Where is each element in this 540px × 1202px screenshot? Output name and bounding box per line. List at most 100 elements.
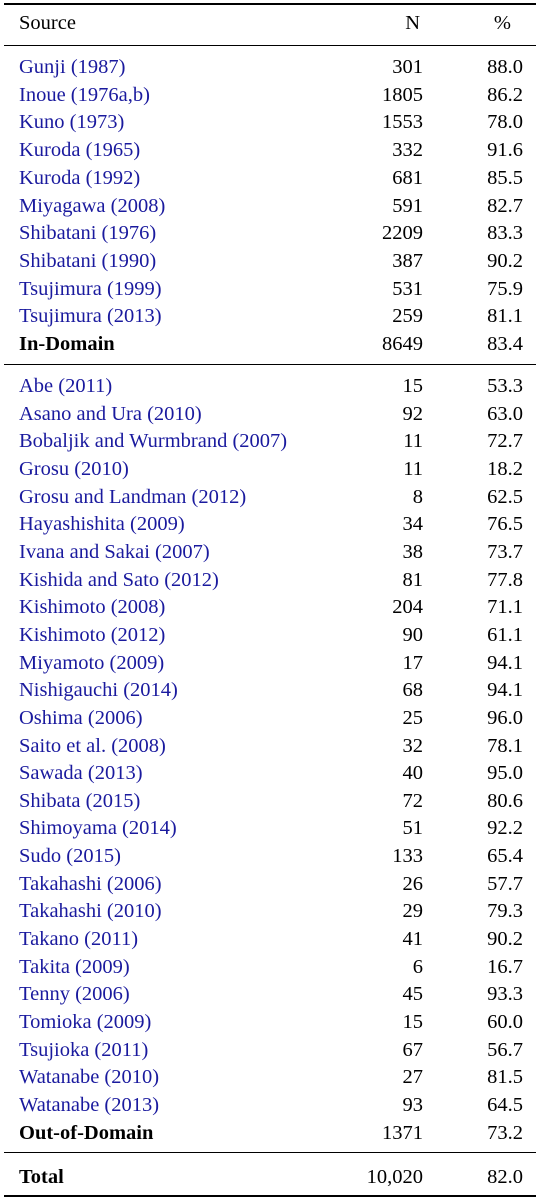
source-citation-link[interactable]: Kishimoto (2008) <box>19 596 166 619</box>
source-citation-link[interactable]: Inoue (1976a,b) <box>19 83 150 106</box>
count-cell: 531 <box>392 277 423 300</box>
source-citation-link[interactable]: Shibatani (1976) <box>19 222 157 245</box>
total-pct: 82.0 <box>487 1166 523 1188</box>
source-citation-link[interactable]: Tomioka (2009) <box>19 1010 152 1033</box>
table-row: Kishimoto (2008) 204 71.1 <box>0 594 540 622</box>
percent-cell: 76.5 <box>487 513 523 536</box>
table-row: Miyagawa (2008) 591 82.7 <box>0 193 540 221</box>
count-cell: 17 <box>402 651 424 674</box>
source-citation-link[interactable]: Saito et al. (2008) <box>19 734 166 757</box>
source-citation-link[interactable]: Shibata (2015) <box>19 789 141 812</box>
table-row: Shimoyama (2014) 51 92.2 <box>0 815 540 843</box>
percent-cell: 95.0 <box>487 762 523 785</box>
percent-cell: 63.0 <box>487 402 523 425</box>
source-citation-link[interactable]: Takita (2009) <box>19 955 130 978</box>
source-citation-link[interactable]: Sawada (2013) <box>19 762 143 785</box>
count-cell: 15 <box>402 375 424 397</box>
table-row: Watanabe (2010) 27 81.5 <box>0 1064 540 1092</box>
percent-cell: 75.9 <box>487 277 523 300</box>
table-row: Nishigauchi (2014) 68 94.1 <box>0 677 540 705</box>
in-domain-pct: 83.4 <box>487 333 523 355</box>
source-citation-link[interactable]: Takahashi (2006) <box>19 872 162 895</box>
source-citation-link[interactable]: Gunji (1987) <box>19 56 126 78</box>
percent-cell: 85.5 <box>487 166 523 189</box>
source-citation-link[interactable]: Tenny (2006) <box>19 983 130 1006</box>
source-citation-link[interactable]: Kuroda (1965) <box>19 139 141 162</box>
count-cell: 1553 <box>382 111 423 134</box>
count-cell: 681 <box>392 166 423 189</box>
source-citation-link[interactable]: Watanabe (2013) <box>19 1093 160 1116</box>
source-citation-link[interactable]: Hayashishita (2009) <box>19 513 185 536</box>
percent-cell: 72.7 <box>487 430 523 453</box>
count-cell: 41 <box>402 928 424 950</box>
section-rule <box>4 364 536 365</box>
count-cell: 133 <box>392 845 423 867</box>
percent-cell: 57.7 <box>487 872 523 895</box>
count-cell: 6 <box>412 955 423 978</box>
percent-cell: 83.3 <box>487 222 523 245</box>
table-row: Ivana and Sakai (2007) 38 73.7 <box>0 539 540 567</box>
percent-cell: 81.5 <box>487 1066 523 1089</box>
table-row: Tomioka (2009) 15 60.0 <box>0 1009 540 1037</box>
out-of-domain-pct: 73.2 <box>487 1122 523 1144</box>
percent-cell: 60.0 <box>487 1010 523 1033</box>
source-citation-link[interactable]: Asano and Ura (2010) <box>19 402 202 425</box>
percent-cell: 64.5 <box>487 1093 523 1116</box>
count-cell: 40 <box>402 762 424 785</box>
in-domain-subtotal-row: In-Domain 8649 83.4 <box>0 331 540 359</box>
source-citation-link[interactable]: Miyagawa (2008) <box>19 194 166 217</box>
source-citation-link[interactable]: Miyamoto (2009) <box>19 651 165 674</box>
count-cell: 25 <box>402 706 424 729</box>
source-citation-link[interactable]: Takano (2011) <box>19 928 139 950</box>
percent-cell: 61.1 <box>487 623 523 646</box>
header-row: Source N % <box>0 10 540 38</box>
percent-cell: 94.1 <box>487 679 523 702</box>
table-row: Grosu (2010) 11 18.2 <box>0 456 540 484</box>
source-citation-link[interactable]: Shibatani (1990) <box>19 249 157 272</box>
source-citation-link[interactable]: Tsujimura (2013) <box>19 305 162 328</box>
table-row: Asano and Ura (2010) 92 63.0 <box>0 401 540 429</box>
percent-cell: 91.6 <box>487 139 523 162</box>
source-citation-link[interactable]: Nishigauchi (2014) <box>19 679 178 702</box>
total-label: Total <box>19 1166 64 1188</box>
table-row: Takita (2009) 6 16.7 <box>0 954 540 982</box>
source-citation-link[interactable]: Ivana and Sakai (2007) <box>19 540 210 563</box>
percent-cell: 90.2 <box>487 249 523 272</box>
percent-cell: 81.1 <box>487 305 523 328</box>
table-row: Bobaljik and Wurmbrand (2007) 11 72.7 <box>0 428 540 456</box>
source-citation-link[interactable]: Kuroda (1992) <box>19 166 141 189</box>
count-cell: 26 <box>402 872 424 895</box>
source-citation-link[interactable]: Takahashi (2010) <box>19 900 162 923</box>
count-cell: 45 <box>402 983 424 1006</box>
count-cell: 72 <box>402 789 424 812</box>
percent-cell: 71.1 <box>487 596 523 619</box>
source-citation-link[interactable]: Oshima (2006) <box>19 706 143 729</box>
source-citation-link[interactable]: Kuno (1973) <box>19 111 125 134</box>
table-row: Kuno (1973) 1553 78.0 <box>0 109 540 137</box>
table-row: Grosu and Landman (2012) 8 62.5 <box>0 484 540 512</box>
source-citation-link[interactable]: Sudo (2015) <box>19 845 121 867</box>
percent-cell: 78.1 <box>487 734 523 757</box>
in-domain-label: In-Domain <box>19 333 115 355</box>
percent-cell: 73.7 <box>487 540 523 563</box>
source-citation-link[interactable]: Tsujimura (1999) <box>19 277 162 300</box>
table-row: Tsujimura (1999) 531 75.9 <box>0 276 540 304</box>
source-citation-link[interactable]: Kishida and Sato (2012) <box>19 568 219 591</box>
source-citation-link[interactable]: Kishimoto (2012) <box>19 623 166 646</box>
source-citation-link[interactable]: Abe (2011) <box>19 375 113 397</box>
count-cell: 67 <box>402 1038 424 1061</box>
source-citation-link[interactable]: Grosu and Landman (2012) <box>19 485 247 508</box>
source-citation-link[interactable]: Watanabe (2010) <box>19 1066 160 1089</box>
table-row: Miyamoto (2009) 17 94.1 <box>0 650 540 678</box>
source-citation-link[interactable]: Grosu (2010) <box>19 457 129 480</box>
table-row: Kuroda (1965) 332 91.6 <box>0 137 540 165</box>
source-citation-link[interactable]: Bobaljik and Wurmbrand (2007) <box>19 430 288 453</box>
table-row: Takahashi (2010) 29 79.3 <box>0 898 540 926</box>
source-citation-link[interactable]: Shimoyama (2014) <box>19 817 177 840</box>
count-cell: 93 <box>402 1093 424 1116</box>
top-rule <box>4 3 536 5</box>
percent-cell: 80.6 <box>487 789 523 812</box>
table-row: Saito et al. (2008) 32 78.1 <box>0 733 540 761</box>
source-citation-link[interactable]: Tsujioka (2011) <box>19 1038 149 1061</box>
